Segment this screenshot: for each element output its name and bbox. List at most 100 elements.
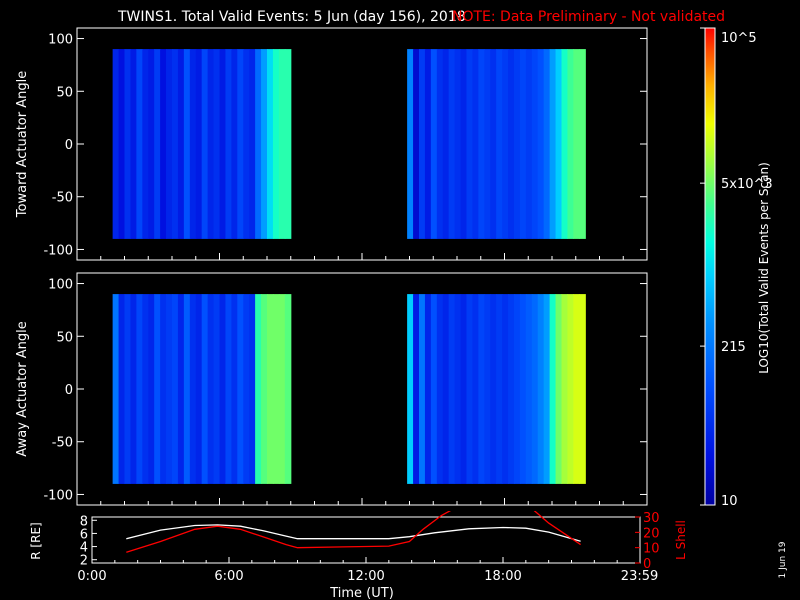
chart-title: TWINS1. Total Valid Events: 5 Jun (day 1…: [117, 9, 466, 25]
away-block1-strip: [460, 294, 468, 484]
r-axis-label: R [RE]: [29, 522, 43, 559]
away-block1-strip: [407, 294, 414, 484]
toward-block0-strip: [243, 49, 250, 239]
toward-block0-strip: [237, 49, 244, 239]
toward-block0-strip: [255, 49, 262, 239]
l-shell-line: [126, 511, 581, 553]
toward-block1-strip: [561, 49, 569, 239]
toward-block1-strip: [490, 49, 497, 239]
colorbar-tick-label: 10^5: [721, 31, 757, 46]
colorbar: 10 215 5x10^3 10^5 LOG10(Total Valid Events…: [700, 27, 773, 509]
toward-block1-strip: [424, 49, 432, 239]
away-block0-strip: [237, 294, 244, 484]
away-block1-strip: [519, 294, 527, 484]
colorbar-ticks: 10 215 5x10^3 10^5: [700, 27, 773, 509]
away-block0-strip: [142, 294, 149, 484]
toward-block0-strip: [261, 49, 268, 239]
away-block0-strip: [278, 294, 286, 484]
toward-block0-strip: [124, 49, 132, 239]
away-block0-strip: [124, 294, 132, 484]
toward-ytick-label: 100: [48, 33, 73, 48]
time-tick-label: 0:00: [77, 569, 106, 584]
away-block0-strip: [177, 294, 185, 484]
away-block1-strip: [424, 294, 432, 484]
away-block1-strip: [508, 294, 515, 484]
toward-block1-strip: [508, 49, 515, 239]
toward-block1-strip: [436, 49, 444, 239]
toward-block0-strip: [207, 49, 215, 239]
toward-block1-strip: [579, 49, 586, 239]
away-y-label: Away Actuator Angle: [15, 321, 30, 456]
l-shell-ytick-label: 10: [643, 542, 660, 557]
away-block0-strip: [284, 294, 292, 484]
toward-ytick-label: -50: [52, 191, 73, 206]
orbit-lines: [126, 511, 581, 553]
r-ytick-label: 8: [80, 514, 88, 529]
away-block1-strip: [484, 294, 491, 484]
away-block0-strip: [255, 294, 262, 484]
away-block1-strip: [448, 294, 456, 484]
toward-ytick-label: -100: [43, 243, 73, 258]
away-block0-strip: [166, 294, 173, 484]
away-block1-strip: [436, 294, 444, 484]
r-ytick-label: 4: [80, 541, 88, 556]
toward-block1-strip: [460, 49, 468, 239]
away-block0-strip: [130, 294, 137, 484]
away-block0-strip: [249, 294, 256, 484]
toward-block1-strip: [543, 49, 551, 239]
toward-heatmap: [112, 49, 586, 239]
toward-block1-strip: [519, 49, 527, 239]
away-block1-strip: [502, 294, 509, 484]
away-block1-strip: [531, 294, 539, 484]
toward-y-axis: 100 50 0 -50 -100: [43, 33, 647, 260]
away-block0-strip: [183, 294, 191, 484]
toward-block0-strip: [225, 49, 232, 239]
away-block0-strip: [207, 294, 215, 484]
away-block0-strip: [154, 294, 161, 484]
toward-block1-strip: [555, 49, 563, 239]
toward-block1-strip: [484, 49, 491, 239]
away-block1-strip: [496, 294, 503, 484]
away-block1-strip: [579, 294, 586, 484]
r-ytick-label: 6: [80, 527, 88, 542]
away-heatmap: [112, 294, 586, 484]
away-block1-strip: [549, 294, 557, 484]
orbit-panel-frame: [91, 516, 641, 564]
colorbar-label: LOG10(Total Valid Events per Scan): [757, 162, 771, 374]
away-block0-strip: [172, 294, 179, 484]
away-block0-strip: [219, 294, 227, 484]
toward-y-label: Toward Actuator Angle: [15, 71, 30, 218]
toward-block1-strip: [430, 49, 438, 239]
toward-block0-strip: [130, 49, 137, 239]
colorbar-gradient: [704, 27, 716, 506]
toward-block1-strip: [549, 49, 557, 239]
toward-ytick-label: 50: [56, 85, 73, 100]
away-block0-strip: [225, 294, 232, 484]
toward-angle-panel: 100 50 0 -50 -100 Toward Actuator Angle: [15, 27, 648, 261]
toward-block0-strip: [160, 49, 167, 239]
toward-block1-strip: [567, 49, 574, 239]
away-block1-strip: [430, 294, 438, 484]
away-block1-strip: [413, 294, 420, 484]
toward-block0-strip: [213, 49, 221, 239]
toward-block0-strip: [136, 49, 143, 239]
toward-block1-strip: [573, 49, 580, 239]
toward-block0-strip: [189, 49, 197, 239]
away-block0-strip: [261, 294, 268, 484]
away-block0-strip: [195, 294, 203, 484]
toward-ytick-label: 0: [65, 138, 73, 153]
away-ytick-label: -50: [52, 436, 73, 451]
time-axis: 0:00 6:00 12:00 18:00 23:59: [77, 557, 658, 584]
away-ytick-label: 0: [65, 383, 73, 398]
away-block1-strip: [567, 294, 574, 484]
away-block0-strip: [272, 294, 280, 484]
away-block1-strip: [419, 294, 426, 484]
r-distance-line: [126, 524, 581, 542]
toward-block0-strip: [183, 49, 191, 239]
away-block0-strip: [189, 294, 197, 484]
toward-block1-strip: [472, 49, 479, 239]
away-block0-strip: [213, 294, 221, 484]
preliminary-note: NOTE: Data Preliminary - Not validated: [452, 9, 725, 25]
